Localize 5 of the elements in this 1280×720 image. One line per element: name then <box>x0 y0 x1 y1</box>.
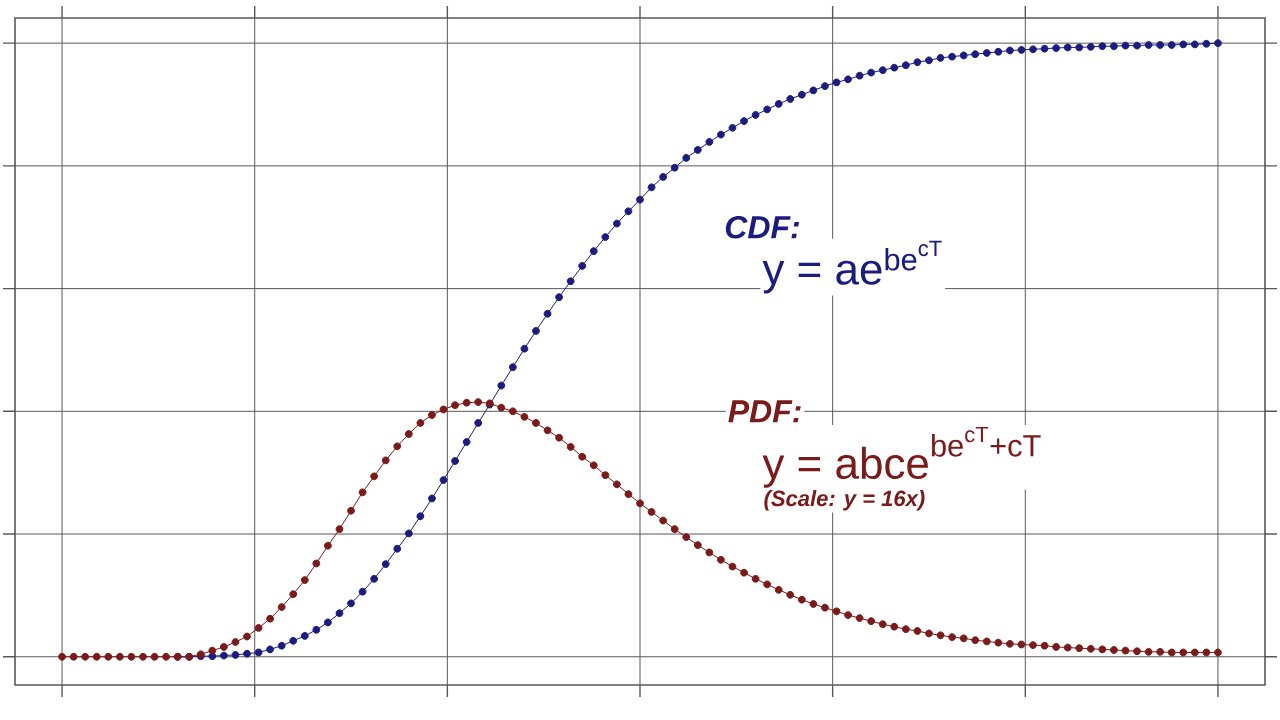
annotation: $\text{y = abce}^{\text{be}^{\text{cT}}\text{+cT}}$ <box>762 426 1041 488</box>
annotation: $\text{y = ae}^{\text{be}^{\text{cT}}}$ <box>762 240 942 294</box>
annotation: PDF: <box>728 400 801 423</box>
annotation: (Scale: y = 16x) <box>764 490 925 511</box>
annotation: CDF: <box>725 215 800 239</box>
